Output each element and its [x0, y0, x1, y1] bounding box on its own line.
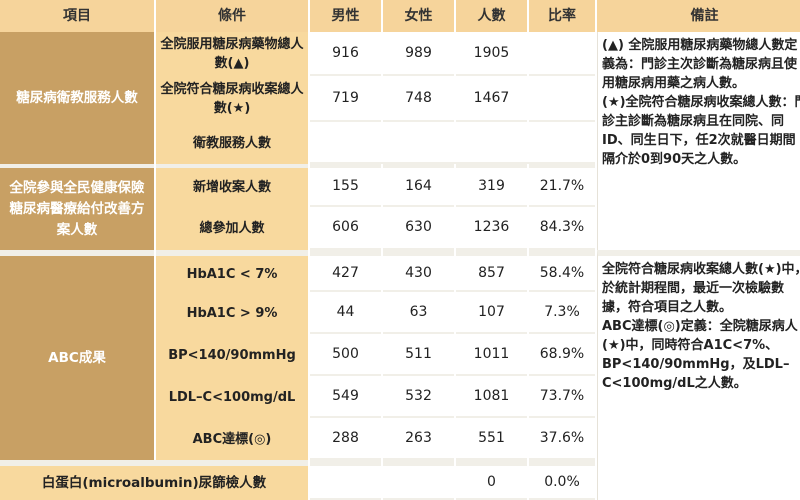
condition-cell: 全院符合糖尿病收案總人數(★)	[156, 76, 308, 122]
female-cell: 748	[383, 76, 454, 122]
rate-cell: 58.4%	[529, 250, 595, 292]
female-cell: 532	[383, 376, 454, 418]
male-cell: 155	[310, 164, 381, 207]
condition-cell: BP<140/90mmHg	[156, 334, 308, 376]
count-cell: 1905	[456, 32, 527, 76]
female-cell: 63	[383, 292, 454, 334]
rate-cell: 73.7%	[529, 376, 595, 418]
count-cell: 1236	[456, 207, 527, 250]
condition-cell: HbA1C > 9%	[156, 292, 308, 334]
note-text: 全院符合糖尿病收案總人數(★)中，於統計期程間，最近一次檢驗數據，符合項目之人數…	[602, 262, 800, 315]
condition-cell: 總參加人數	[156, 207, 308, 250]
count-cell: 107	[456, 292, 527, 334]
count-cell: 1081	[456, 376, 527, 418]
condition-cell: 全院服用糖尿病藥物總人數(▲)	[156, 32, 308, 76]
condition-cell: 新增收案人數	[156, 164, 308, 207]
rate-cell: 0.0%	[529, 460, 595, 500]
rate-cell: 68.9%	[529, 334, 595, 376]
rate-cell: 7.3%	[529, 292, 595, 334]
count-cell: 551	[456, 418, 527, 460]
header-rate: 比率	[529, 0, 595, 32]
count-cell: 1011	[456, 334, 527, 376]
male-cell: 288	[310, 418, 381, 460]
count-cell: 857	[456, 250, 527, 292]
empty-value-cell	[310, 122, 595, 164]
male-cell: 916	[310, 32, 381, 76]
condition-cell: LDL–C<100mg/dL	[156, 376, 308, 418]
rate-cell: 37.6%	[529, 418, 595, 460]
header-count: 人數	[456, 0, 527, 32]
rate-cell	[529, 32, 595, 76]
notes-definition-2: 全院符合糖尿病收案總人數(★)中，於統計期程間，最近一次檢驗數據，符合項目之人數…	[597, 250, 800, 500]
section-label-microalbumin: 白蛋白(microalbumin)尿篩檢人數	[0, 460, 308, 500]
count-cell: 0	[456, 460, 527, 500]
header-notes: 備註	[597, 0, 800, 32]
header-male: 男性	[310, 0, 381, 32]
rate-cell: 84.3%	[529, 207, 595, 250]
count-cell: 1467	[456, 76, 527, 122]
section-label-improvement-program: 全院參與全民健康保險糖尿病醫療給付改善方案人數	[0, 164, 154, 250]
section-label-education: 糖尿病衛教服務人數	[0, 32, 154, 164]
condition-cell: HbA1C < 7%	[156, 250, 308, 292]
female-cell: 989	[383, 32, 454, 76]
female-cell: 164	[383, 164, 454, 207]
female-cell: 511	[383, 334, 454, 376]
header-item: 項目	[0, 0, 154, 32]
condition-cell: ABC達標(◎)	[156, 418, 308, 460]
female-cell: 430	[383, 250, 454, 292]
section-label-abc-results: ABC成果	[0, 250, 154, 460]
note-text: (▲) 全院服用糖尿病藥物總人數定義為：門診主次診斷為糖尿病且使用糖尿病用藥之病…	[602, 38, 798, 91]
condition-cell: 衛教服務人數	[156, 122, 308, 164]
male-cell: 44	[310, 292, 381, 334]
female-cell: 263	[383, 418, 454, 460]
female-cell: 630	[383, 207, 454, 250]
header-condition: 條件	[156, 0, 308, 32]
male-cell: 427	[310, 250, 381, 292]
male-cell: 719	[310, 76, 381, 122]
rate-cell	[529, 76, 595, 122]
female-cell	[383, 460, 454, 500]
male-cell: 549	[310, 376, 381, 418]
note-text: ABC達標(◎)定義：全院糖尿病人(★)中，同時符合A1C<7%、BP<140/…	[602, 319, 798, 391]
note-text: (★)全院符合糖尿病收案總人數：門診主診斷為糖尿病且在同院、同ID、同生日下，任…	[602, 95, 800, 167]
header-female: 女性	[383, 0, 454, 32]
notes-definition-1: (▲) 全院服用糖尿病藥物總人數定義為：門診主次診斷為糖尿病且使用糖尿病用藥之病…	[597, 32, 800, 292]
rate-cell: 21.7%	[529, 164, 595, 207]
male-cell: 606	[310, 207, 381, 250]
male-cell	[310, 460, 381, 500]
male-cell: 500	[310, 334, 381, 376]
count-cell: 319	[456, 164, 527, 207]
